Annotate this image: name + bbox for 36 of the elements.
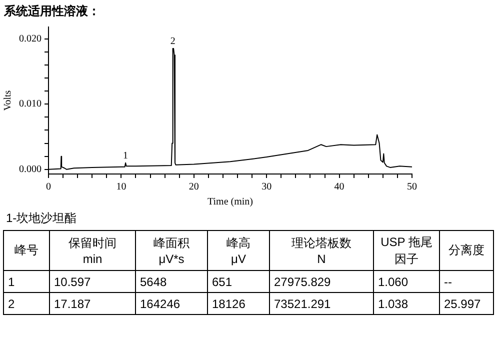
text: 峰面积 μV*s — [136, 230, 208, 270]
text: 分离度 — [440, 230, 494, 270]
y-tick-label: 0.020 — [19, 33, 42, 44]
text: 保留时间 min — [50, 230, 136, 270]
text: -- — [440, 270, 494, 292]
text: 18126 — [208, 292, 270, 314]
x-tick-label: 20 — [188, 182, 199, 193]
text: 峰高 μV — [208, 230, 270, 270]
text: 1 — [4, 270, 50, 292]
text: 峰号 — [4, 230, 50, 270]
text: 73521.291 — [270, 292, 374, 314]
text: 651 — [208, 270, 270, 292]
text: 5648 — [136, 270, 208, 292]
x-tick-label: 30 — [262, 182, 272, 193]
text: 25.997 — [440, 292, 494, 314]
text: 1.060 — [374, 270, 440, 292]
text: 1-坎地沙坦酯 — [6, 210, 77, 227]
text: USP 拖尾因子 — [374, 230, 440, 270]
text: 1.038 — [374, 292, 440, 314]
text: 27975.829 — [270, 270, 374, 292]
y-tick-label: 0.010 — [19, 98, 42, 110]
x-tick-label: 10 — [116, 182, 126, 193]
text: 164246 — [136, 292, 208, 314]
y-axis-title: Volts — [2, 90, 14, 111]
chart-title: 系统适用性溶液： — [4, 3, 100, 20]
annotation: 2 — [170, 36, 176, 48]
x-tick-label: 0 — [46, 182, 51, 193]
y-tick-label: 0.000 — [19, 164, 42, 176]
annotation: 1 — [123, 150, 128, 162]
text: 10.597 — [50, 270, 136, 292]
x-tick-label: 50 — [407, 182, 417, 193]
text: 17.187 — [50, 292, 136, 314]
x-axis-title: Time (min) — [208, 196, 253, 208]
x-tick-label: 40 — [334, 182, 344, 193]
text: 2 — [4, 292, 50, 314]
text: 理论塔板数 N — [270, 230, 374, 270]
